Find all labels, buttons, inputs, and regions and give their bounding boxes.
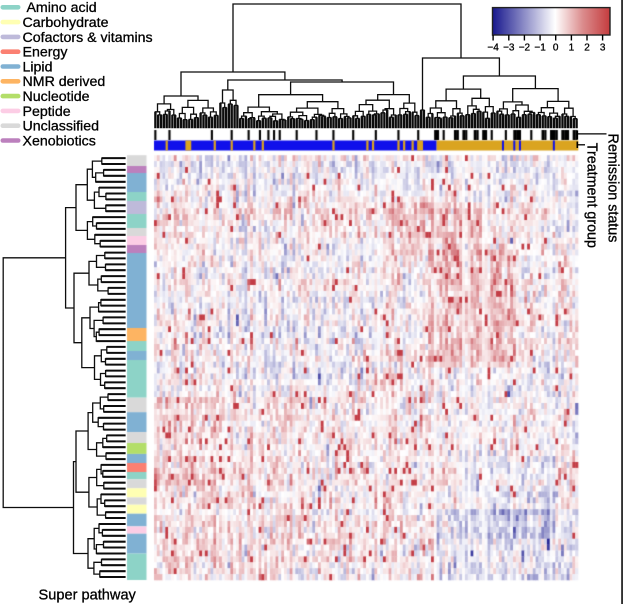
svg-text:1: 1 (569, 43, 575, 54)
svg-text:Unclassified: Unclassified (23, 119, 100, 135)
svg-text:Amino acid: Amino acid (23, 0, 97, 16)
svg-text:Nucleotide: Nucleotide (23, 89, 90, 105)
svg-text:−1: −1 (534, 43, 546, 54)
svg-text:0: 0 (553, 43, 559, 54)
svg-text:Xenobiotics: Xenobiotics (23, 133, 96, 149)
svg-text:Peptide: Peptide (23, 104, 71, 120)
svg-text:−3: −3 (503, 43, 515, 54)
svg-text:Cofactors & vitamins: Cofactors & vitamins (23, 30, 153, 46)
svg-text:Remission status: Remission status (605, 134, 621, 243)
svg-text:Super pathway: Super pathway (39, 588, 137, 604)
svg-text:Energy: Energy (23, 45, 69, 61)
svg-text:Carbohydrate: Carbohydrate (23, 15, 109, 31)
svg-text:−2: −2 (519, 43, 531, 54)
svg-text:Lipid: Lipid (23, 59, 53, 75)
svg-text:NMR derived: NMR derived (23, 74, 106, 90)
svg-text:Treatment group: Treatment group (584, 143, 600, 248)
svg-text:2: 2 (584, 43, 590, 54)
svg-text:−4: −4 (487, 43, 499, 54)
svg-text:3: 3 (600, 43, 606, 54)
